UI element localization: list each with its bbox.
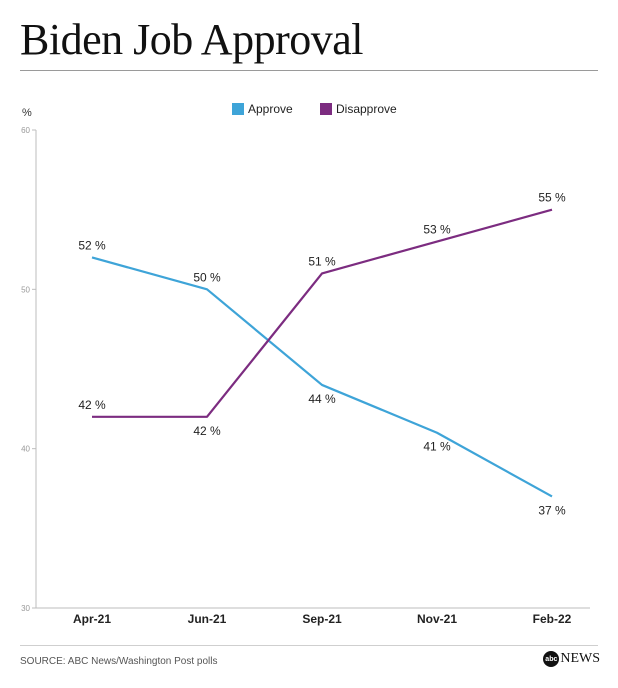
source-note: SOURCE: ABC News/Washington Post polls bbox=[20, 656, 218, 667]
y-tick-label: 40 bbox=[21, 445, 30, 454]
legend-swatch bbox=[232, 103, 244, 115]
abc-news-logo: abc NEWS bbox=[543, 651, 600, 667]
data-label-approve: 41 % bbox=[423, 440, 451, 454]
data-label-disapprove: 42 % bbox=[193, 424, 221, 438]
title-divider bbox=[20, 70, 598, 71]
legend-swatch bbox=[320, 103, 332, 115]
y-axis-label: % bbox=[22, 107, 32, 119]
series-line-approve bbox=[91, 256, 553, 498]
footer-divider bbox=[20, 645, 598, 646]
data-label-disapprove: 51 % bbox=[308, 254, 336, 268]
y-tick-label: 50 bbox=[21, 285, 30, 294]
series-line-disapprove bbox=[92, 208, 553, 418]
data-label-disapprove: 53 % bbox=[423, 223, 451, 237]
data-label-approve: 52 % bbox=[78, 238, 106, 252]
x-tick-label: Nov-21 bbox=[417, 612, 457, 626]
chart-title: Biden Job Approval bbox=[20, 15, 363, 64]
x-tick-label: Apr-21 bbox=[73, 612, 111, 626]
legend-label-disapprove: Disapprove bbox=[336, 102, 397, 116]
x-tick-label: Sep-21 bbox=[302, 612, 342, 626]
brand-text: NEWS bbox=[560, 651, 600, 666]
x-tick-label: Feb-22 bbox=[533, 612, 572, 626]
legend: Approve Disapprove bbox=[232, 102, 397, 116]
data-label-approve: 44 % bbox=[308, 392, 336, 406]
y-tick-label: 30 bbox=[21, 604, 30, 613]
x-tick-label: Jun-21 bbox=[188, 612, 227, 626]
data-label-disapprove: 42 % bbox=[78, 398, 106, 412]
data-label-approve: 37 % bbox=[538, 503, 566, 517]
legend-label-approve: Approve bbox=[248, 102, 293, 116]
y-tick-label: 60 bbox=[21, 126, 30, 135]
abc-logo-icon: abc bbox=[543, 651, 560, 667]
data-label-disapprove: 55 % bbox=[538, 191, 566, 205]
data-label-approve: 50 % bbox=[193, 270, 221, 284]
